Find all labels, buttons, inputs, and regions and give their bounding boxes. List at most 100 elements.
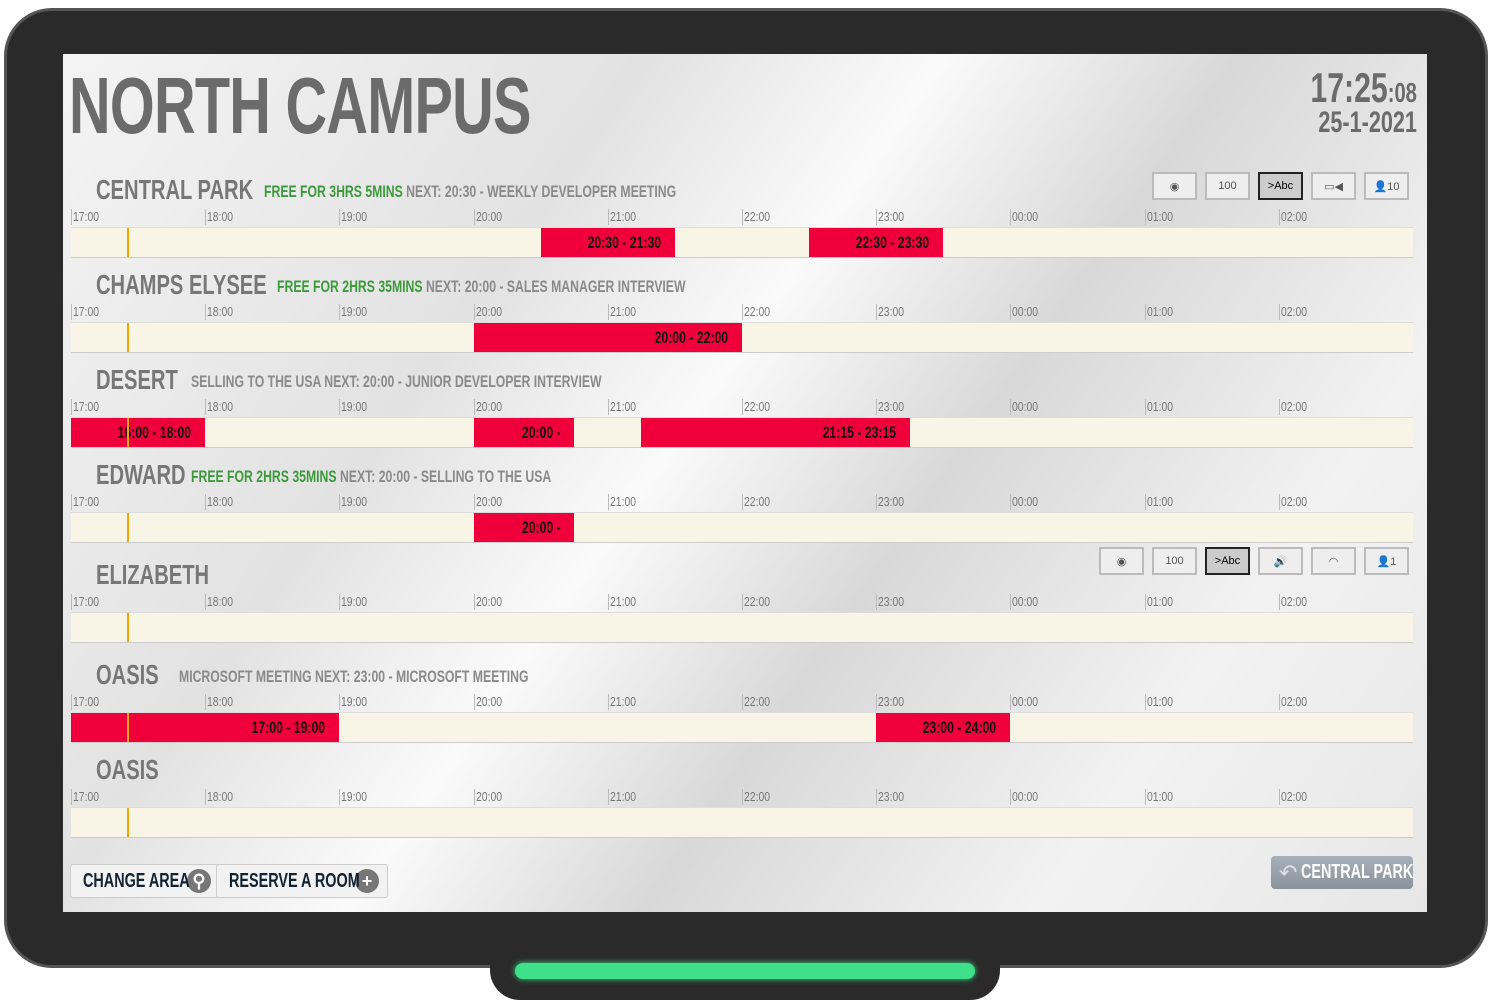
hour-tick: 20:00 bbox=[473, 789, 509, 805]
booking-block[interactable]: 22:30 - 23:30 bbox=[809, 228, 944, 257]
next-meeting: NEXT: 20:30 - WEEKLY DEVELOPER MEETING bbox=[406, 182, 677, 201]
back-arrow-icon: ↶ bbox=[1279, 859, 1298, 885]
timeline-bar[interactable] bbox=[71, 612, 1413, 643]
hour-tick: 23:00 bbox=[876, 594, 911, 610]
hour-label: 20:00 bbox=[475, 594, 502, 609]
booking-block[interactable]: 16:00 - 18:00 bbox=[71, 418, 206, 447]
amenity-icons: ◉ 100 >Abc ▭◀ 👤10 bbox=[1152, 172, 1409, 200]
hour-label: 22:00 bbox=[744, 789, 771, 804]
amenity-icons: ◉ 100 >Abc 🔊 ◠ 👤1 bbox=[1099, 547, 1409, 575]
hour-label: 01:00 bbox=[1146, 494, 1173, 509]
hour-tick: 18:00 bbox=[205, 789, 240, 805]
hour-tick: 18:00 bbox=[205, 399, 240, 415]
reserve-room-button[interactable]: RESERVE A ROOM + bbox=[216, 864, 388, 898]
room-name: CHAMPS ELYSEE bbox=[96, 269, 333, 301]
hour-tick: 23:00 bbox=[876, 789, 911, 805]
hour-label: 00:00 bbox=[1012, 594, 1039, 609]
hour-tick: 00:00 bbox=[1010, 399, 1045, 415]
booking-block[interactable]: 20:00 - 20:45 bbox=[473, 513, 575, 542]
hour-label: 17:00 bbox=[73, 694, 100, 709]
whiteboard-icon: 100 bbox=[1152, 547, 1197, 575]
back-label: CENTRAL PARK bbox=[1301, 861, 1414, 883]
hour-label: 01:00 bbox=[1146, 399, 1173, 414]
hour-label: 21:00 bbox=[609, 494, 636, 509]
hour-label: 19:00 bbox=[341, 304, 368, 319]
current-time-marker bbox=[126, 418, 129, 447]
hour-label: 17:00 bbox=[73, 399, 100, 414]
hour-label: 23:00 bbox=[878, 494, 905, 509]
change-area-button[interactable]: CHANGE AREA ⚲ bbox=[70, 864, 220, 898]
hour-label: 01:00 bbox=[1146, 594, 1173, 609]
hour-label: 02:00 bbox=[1280, 594, 1307, 609]
hour-label: 22:00 bbox=[744, 694, 771, 709]
hour-tick: 23:00 bbox=[876, 494, 911, 510]
back-button[interactable]: ↶ CENTRAL PARK bbox=[1271, 856, 1414, 889]
room-name: OASIS bbox=[96, 659, 183, 691]
hour-tick: 21:00 bbox=[607, 494, 643, 510]
hour-tick: 18:00 bbox=[205, 494, 240, 510]
hour-tick: 00:00 bbox=[1010, 494, 1045, 510]
hour-tick: 01:00 bbox=[1144, 304, 1180, 320]
hour-tick: 22:00 bbox=[742, 594, 777, 610]
hour-tick: 17:00 bbox=[71, 209, 106, 225]
hour-label: 02:00 bbox=[1280, 789, 1307, 804]
timeline-bar[interactable]: 20:00 - 20:45 bbox=[71, 512, 1413, 543]
time-hm: 17:25 bbox=[1310, 64, 1388, 111]
hour-tick: 01:00 bbox=[1144, 494, 1180, 510]
current-time-marker bbox=[126, 323, 129, 352]
room-name: EDWARD bbox=[96, 459, 220, 491]
hour-tick: 01:00 bbox=[1144, 789, 1180, 805]
hour-label: 20:00 bbox=[475, 494, 502, 509]
free-status: FREE FOR 2HRS 35MINS bbox=[191, 467, 341, 486]
display-icon: >Abc bbox=[1258, 172, 1303, 200]
booking-label: 16:00 - 18:00 bbox=[117, 423, 192, 442]
hour-label: 02:00 bbox=[1280, 304, 1307, 319]
hour-label: 02:00 bbox=[1280, 694, 1307, 709]
hour-tick: 01:00 bbox=[1144, 594, 1180, 610]
hour-tick: 18:00 bbox=[205, 209, 240, 225]
hour-tick: 01:00 bbox=[1144, 209, 1180, 225]
hour-tick: 17:00 bbox=[71, 399, 106, 415]
hour-label: 19:00 bbox=[341, 789, 368, 804]
hour-label: 17:00 bbox=[73, 304, 100, 319]
timeline-bar[interactable]: 20:30 - 21:30 22:30 - 23:30 bbox=[71, 227, 1413, 258]
room-name: ELIZABETH bbox=[96, 559, 253, 591]
room-info-text: FREE FOR 2HRS 35MINS NEXT: 20:00 - SALES… bbox=[277, 277, 686, 297]
timeline-bar[interactable]: 20:00 - 22:00 bbox=[71, 322, 1413, 353]
hour-label: 02:00 bbox=[1280, 209, 1307, 224]
current-time-marker bbox=[126, 513, 129, 542]
hour-tick: 22:00 bbox=[742, 789, 777, 805]
booking-block[interactable]: 20:00 - 22:00 bbox=[473, 323, 742, 352]
hour-label: 20:00 bbox=[475, 209, 502, 224]
booking-block[interactable]: 17:00 - 19:00 bbox=[71, 713, 340, 742]
hour-label: 22:00 bbox=[744, 594, 771, 609]
hour-tick: 00:00 bbox=[1010, 594, 1045, 610]
hour-label: 01:00 bbox=[1146, 694, 1173, 709]
hour-label: 01:00 bbox=[1146, 209, 1173, 224]
hour-tick: 00:00 bbox=[1010, 694, 1045, 710]
timeline-bar[interactable]: 16:00 - 18:00 20:00 - 20:45 21:15 - 23:15 bbox=[71, 417, 1413, 448]
booking-block[interactable]: 20:00 - 20:45 bbox=[473, 418, 575, 447]
booking-block[interactable]: 20:30 - 21:30 bbox=[540, 228, 675, 257]
booking-block[interactable]: 21:15 - 23:15 bbox=[641, 418, 910, 447]
hour-tick: 20:00 bbox=[473, 209, 509, 225]
hour-label: 18:00 bbox=[207, 209, 234, 224]
hour-tick: 23:00 bbox=[876, 399, 911, 415]
hour-label: 21:00 bbox=[609, 694, 636, 709]
hour-label: 23:00 bbox=[878, 209, 905, 224]
hour-tick: 21:00 bbox=[607, 304, 643, 320]
hour-tick: 22:00 bbox=[742, 694, 777, 710]
current-time-marker bbox=[126, 228, 129, 257]
booking-block[interactable]: 23:00 - 24:00 bbox=[876, 713, 1011, 742]
timeline-bar[interactable]: 17:00 - 19:00 23:00 - 24:00 bbox=[71, 712, 1413, 743]
hour-label: 17:00 bbox=[73, 594, 100, 609]
room-info: FREE FOR 3HRS 5MINS NEXT: 20:30 - WEEKLY… bbox=[264, 182, 836, 202]
hour-label: 18:00 bbox=[207, 694, 234, 709]
time-axis: 17:00 18:00 19:00 20:00 21:00 22:00 23:00 00:00… bbox=[71, 304, 1413, 320]
hour-tick: 20:00 bbox=[473, 694, 509, 710]
hour-tick: 23:00 bbox=[876, 694, 911, 710]
hour-tick: 18:00 bbox=[205, 304, 240, 320]
timeline-bar[interactable] bbox=[71, 807, 1413, 838]
room-name-text: ELIZABETH bbox=[96, 559, 210, 590]
hour-tick: 21:00 bbox=[607, 789, 643, 805]
